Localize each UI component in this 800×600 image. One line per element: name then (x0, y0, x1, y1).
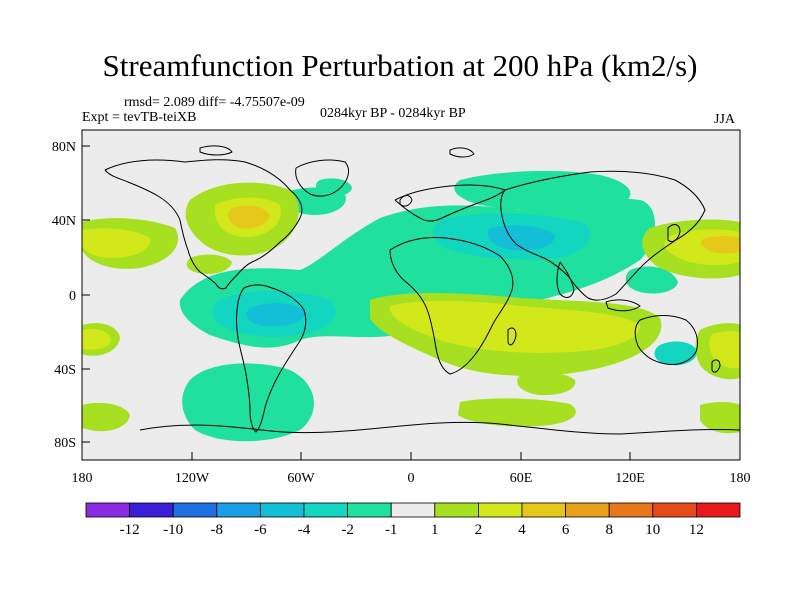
coastline-south-america (236, 284, 307, 433)
lon-label-120w: 120W (175, 471, 210, 486)
colorbar-tick-label: -8 (211, 522, 224, 538)
colorbar-swatch (477, 502, 523, 518)
lat-labels: 80N 40N 0 40S 80S (52, 140, 76, 451)
coastline-uk (399, 195, 413, 207)
colorbar-tick-label: 1 (431, 522, 439, 538)
lat-label-80n: 80N (52, 140, 76, 155)
blue-region-south-atlantic-core (246, 303, 305, 327)
colorbar-tick-label: 6 (562, 522, 570, 538)
colorbar-swatch (608, 502, 654, 518)
blue-region-middle-east (487, 225, 555, 251)
lat-label-80s: 80S (54, 436, 76, 451)
lon-labels: 180 120W 60W 0 60E 120E 180 (72, 471, 751, 486)
lon-label-180w: 180 (72, 471, 93, 486)
green-region-south-america-south (182, 363, 314, 442)
colorbar-tick-label: 12 (689, 522, 704, 538)
green-region-north-pacific-central (315, 178, 352, 197)
orange-region-north-pacific-east (701, 236, 740, 254)
lime-region-central-america (186, 254, 232, 274)
colorbar-swatch (172, 502, 218, 518)
coastline-indonesia (605, 299, 641, 312)
axis-ticks (81, 145, 741, 460)
coastline-north-america (104, 159, 303, 290)
colorbar-tick-label: -2 (341, 522, 354, 538)
negative-anomaly-regions (179, 170, 697, 442)
period-label: 0284kyr BP - 0284kyr BP (320, 106, 466, 121)
colorbar-swatch (303, 502, 348, 518)
lime-region-south-africa (517, 372, 576, 396)
colorbar-swatch (347, 502, 392, 518)
season-label: JJA (714, 112, 736, 127)
lon-label-60w: 60W (287, 471, 315, 486)
lat-label-0: 0 (69, 289, 76, 304)
cyan-region-south-pacific (654, 341, 697, 366)
expt-label: Expt = tevTB-teiXB (82, 110, 197, 125)
yellow-region-north-pacific-west (82, 228, 151, 258)
colorbar-tick-label: -1 (385, 522, 398, 538)
colorbar-tick-label: 10 (645, 522, 660, 538)
coastline-australia (634, 315, 699, 365)
coastline-madagascar (507, 327, 517, 346)
colorbar (85, 502, 741, 518)
colorbar-swatch (565, 502, 610, 518)
lon-label-180e: 180 (730, 471, 751, 486)
colorbar-swatch (259, 502, 305, 518)
green-region-pacific-west (625, 266, 678, 294)
coastline-new-zealand (711, 359, 721, 373)
colorbar-tick-label: -4 (298, 522, 311, 538)
coastlines (104, 145, 740, 435)
colorbar-swatch (521, 502, 566, 518)
coastline-arctic-islands (199, 145, 475, 158)
colorbar-tick-label: 2 (475, 522, 483, 538)
coastline-europe (394, 184, 506, 222)
colorbar-tick-label: -6 (254, 522, 267, 538)
coastline-indian-peninsula (556, 261, 575, 298)
lat-label-40n: 40N (52, 214, 76, 229)
coastline-antarctica (139, 421, 740, 435)
lime-region-southern-ocean-west (82, 402, 130, 432)
coastline-greenland (295, 159, 349, 197)
colorbar-swatch (129, 502, 174, 518)
coastline-asia (500, 170, 706, 301)
plot-title: Streamfunction Perturbation at 200 hPa (… (102, 48, 698, 83)
colorbar-swatch (434, 502, 479, 518)
yellow-region-south-indian-ocean (389, 300, 641, 353)
yellow-region-south-pacific-west (82, 329, 111, 350)
coastline-japan (667, 224, 681, 243)
lime-region-southern-ocean-east (700, 401, 740, 434)
colorbar-swatch (652, 502, 697, 518)
colorbar-tick-label: -10 (163, 522, 183, 538)
colorbar-labels: -12 -10 -8 -6 -4 -2 -1 1 2 4 6 8 10 12 (120, 522, 704, 538)
lon-label-120e: 120E (615, 471, 645, 486)
colorbar-swatch (85, 502, 130, 518)
colorbar-swatch (390, 502, 436, 518)
lon-label-0: 0 (408, 471, 415, 486)
green-region-north-africa (454, 170, 631, 212)
yellow-region-south-pacific-east (709, 331, 740, 369)
colorbar-tick-label: 8 (605, 522, 613, 538)
colorbar-swatch (216, 502, 261, 518)
lime-region-southern-ocean-central (458, 398, 576, 427)
lat-label-40s: 40S (54, 363, 76, 378)
colorbar-swatch (696, 502, 741, 518)
orange-region-north-america-core (227, 205, 270, 229)
colorbar-tick-label: 4 (518, 522, 526, 538)
stats-label: rmsd= 2.089 diff= -4.75507e-09 (124, 95, 305, 110)
colorbar-tick-label: -12 (120, 522, 140, 538)
map-panel (82, 130, 740, 460)
coastline-africa (389, 237, 514, 375)
lon-label-60e: 60E (510, 471, 533, 486)
